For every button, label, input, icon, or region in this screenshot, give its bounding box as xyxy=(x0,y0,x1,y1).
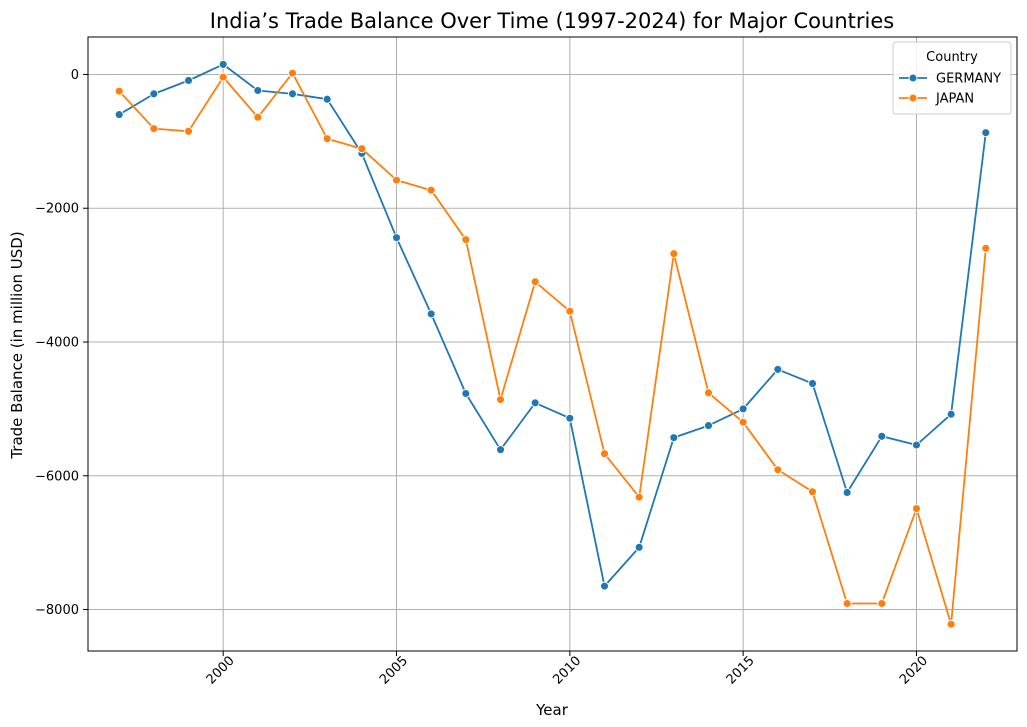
legend-title: Country xyxy=(926,50,978,65)
data-point-germany xyxy=(773,364,783,374)
data-point-germany xyxy=(704,421,713,431)
data-point-japan xyxy=(149,124,159,134)
x-tick-label: 2010 xyxy=(550,654,584,688)
data-point-japan xyxy=(184,126,193,136)
data-point-japan xyxy=(253,112,263,122)
data-point-germany xyxy=(149,89,159,99)
data-point-japan xyxy=(842,599,852,608)
data-point-germany xyxy=(530,398,540,408)
data-point-japan xyxy=(496,395,505,404)
grid xyxy=(88,37,1017,651)
x-tick-label: 2020 xyxy=(897,654,931,688)
y-axis-label: Trade Balance (in million USD) xyxy=(8,231,26,459)
x-axis-label: Year xyxy=(535,701,569,719)
data-point-japan xyxy=(912,504,921,513)
legend-marker-germany xyxy=(908,73,918,83)
data-point-japan xyxy=(288,68,297,78)
legend-label-japan: JAPAN xyxy=(935,92,974,107)
legend-items: GERMANY JAPAN xyxy=(899,72,1001,107)
data-point-japan xyxy=(461,235,471,245)
data-point-germany xyxy=(946,409,956,419)
series-layer xyxy=(114,59,991,629)
data-point-germany xyxy=(288,89,297,99)
x-tick-label: 2000 xyxy=(204,654,238,688)
data-point-japan xyxy=(669,249,679,259)
data-point-germany xyxy=(877,431,887,441)
data-point-japan xyxy=(634,492,644,502)
data-point-japan xyxy=(322,134,332,144)
data-point-germany xyxy=(426,309,436,319)
series-line-germany xyxy=(118,63,987,587)
data-point-japan xyxy=(426,185,436,195)
data-point-germany xyxy=(392,233,401,243)
data-point-germany xyxy=(600,581,609,591)
data-point-japan xyxy=(565,306,575,316)
data-point-germany xyxy=(253,86,263,95)
data-point-germany xyxy=(496,445,505,455)
data-point-germany xyxy=(218,59,228,69)
data-point-germany xyxy=(565,413,575,423)
data-point-japan xyxy=(738,417,748,427)
y-tick-label: 0 xyxy=(71,68,79,83)
data-point-germany xyxy=(184,76,193,85)
data-point-japan xyxy=(114,86,124,96)
plot-frame xyxy=(87,36,1018,652)
y-tick-label: −2000 xyxy=(35,202,79,217)
data-point-japan xyxy=(981,243,991,253)
y-axis-ticks: 0 −2000 −4000 −6000 −8000 xyxy=(35,68,88,618)
y-tick-label: −4000 xyxy=(35,335,79,350)
data-point-germany xyxy=(114,110,124,120)
data-point-japan xyxy=(357,144,367,154)
data-point-japan xyxy=(877,599,887,608)
y-tick-label: −6000 xyxy=(35,469,79,484)
data-point-germany xyxy=(738,404,748,414)
data-point-germany xyxy=(808,379,817,388)
series-line-japan xyxy=(118,72,987,626)
data-point-germany xyxy=(842,488,852,497)
data-point-japan xyxy=(600,449,609,459)
legend: Country GERMANY JAPAN xyxy=(892,41,1012,115)
data-point-germany xyxy=(669,433,679,443)
data-point-germany xyxy=(461,389,471,398)
data-point-japan xyxy=(704,388,713,398)
y-tick-label: −8000 xyxy=(35,603,79,618)
chart-title: India’s Trade Balance Over Time (1997-20… xyxy=(210,9,894,33)
data-point-japan xyxy=(946,619,956,629)
legend-label-germany: GERMANY xyxy=(936,72,1001,87)
x-axis-ticks: 2000 2005 2010 2015 2020 xyxy=(204,651,931,688)
data-point-japan xyxy=(392,175,401,185)
data-point-germany xyxy=(322,94,332,104)
x-tick-label: 2015 xyxy=(724,654,758,688)
data-point-japan xyxy=(808,487,817,497)
data-point-japan xyxy=(530,277,540,287)
data-point-japan xyxy=(773,465,783,475)
data-point-germany xyxy=(912,440,921,450)
legend-marker-japan xyxy=(908,93,918,103)
data-point-japan xyxy=(218,72,228,82)
x-tick-label: 2005 xyxy=(377,654,411,688)
data-point-germany xyxy=(981,128,991,138)
data-point-germany xyxy=(634,542,644,552)
legend-box xyxy=(892,41,1012,115)
